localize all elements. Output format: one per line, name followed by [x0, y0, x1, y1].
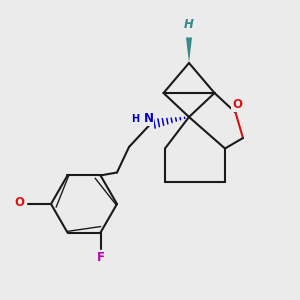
Text: O: O [14, 196, 25, 209]
Text: O: O [232, 98, 242, 111]
Text: H: H [184, 18, 194, 31]
Polygon shape [186, 38, 192, 63]
Text: F: F [97, 251, 104, 264]
Text: N: N [143, 112, 154, 125]
Text: H: H [131, 113, 139, 124]
